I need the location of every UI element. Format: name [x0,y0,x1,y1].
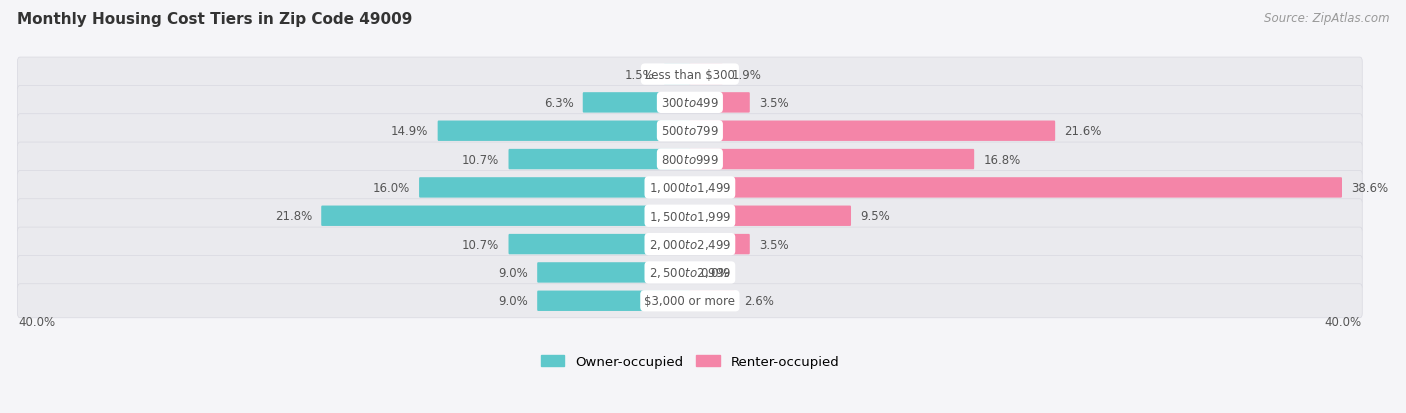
Text: 0.0%: 0.0% [700,266,730,279]
Text: 21.8%: 21.8% [274,210,312,223]
Legend: Owner-occupied, Renter-occupied: Owner-occupied, Renter-occupied [540,355,839,368]
Text: 21.6%: 21.6% [1064,125,1102,138]
FancyBboxPatch shape [689,150,974,170]
Text: $1,000 to $1,499: $1,000 to $1,499 [648,181,731,195]
Text: 9.0%: 9.0% [498,266,527,279]
Text: $300 to $499: $300 to $499 [661,97,718,109]
Text: Less than $300: Less than $300 [645,69,735,81]
Text: 14.9%: 14.9% [391,125,429,138]
Text: 40.0%: 40.0% [18,315,55,328]
FancyBboxPatch shape [689,93,749,113]
FancyBboxPatch shape [689,65,723,85]
Text: 3.5%: 3.5% [759,238,789,251]
FancyBboxPatch shape [509,150,690,170]
Text: 16.0%: 16.0% [373,181,409,195]
Text: 9.0%: 9.0% [498,294,527,308]
FancyBboxPatch shape [537,291,690,311]
FancyBboxPatch shape [17,256,1362,290]
FancyBboxPatch shape [419,178,690,198]
Text: 38.6%: 38.6% [1351,181,1388,195]
FancyBboxPatch shape [689,291,734,311]
FancyBboxPatch shape [17,143,1362,177]
Text: 10.7%: 10.7% [463,153,499,166]
FancyBboxPatch shape [17,199,1362,233]
FancyBboxPatch shape [321,206,690,226]
FancyBboxPatch shape [509,234,690,255]
FancyBboxPatch shape [17,171,1362,205]
Text: $800 to $999: $800 to $999 [661,153,718,166]
FancyBboxPatch shape [537,263,690,283]
Text: 10.7%: 10.7% [463,238,499,251]
Text: Source: ZipAtlas.com: Source: ZipAtlas.com [1264,12,1389,25]
Text: 40.0%: 40.0% [1324,315,1361,328]
FancyBboxPatch shape [689,121,1054,142]
FancyBboxPatch shape [17,86,1362,120]
FancyBboxPatch shape [17,228,1362,261]
Text: $3,000 or more: $3,000 or more [644,294,735,308]
FancyBboxPatch shape [437,121,690,142]
Text: 3.5%: 3.5% [759,97,789,109]
Text: 1.5%: 1.5% [624,69,654,81]
Text: $500 to $799: $500 to $799 [661,125,718,138]
FancyBboxPatch shape [17,58,1362,92]
FancyBboxPatch shape [582,93,690,113]
FancyBboxPatch shape [689,178,1341,198]
FancyBboxPatch shape [689,206,851,226]
FancyBboxPatch shape [17,284,1362,318]
Text: 16.8%: 16.8% [983,153,1021,166]
Text: 2.6%: 2.6% [744,294,773,308]
Text: $2,000 to $2,499: $2,000 to $2,499 [648,237,731,252]
Text: 9.5%: 9.5% [860,210,890,223]
FancyBboxPatch shape [664,65,690,85]
Text: 1.9%: 1.9% [733,69,762,81]
Text: $1,500 to $1,999: $1,500 to $1,999 [648,209,731,223]
Text: Monthly Housing Cost Tiers in Zip Code 49009: Monthly Housing Cost Tiers in Zip Code 4… [17,12,412,27]
Text: $2,500 to $2,999: $2,500 to $2,999 [648,266,731,280]
FancyBboxPatch shape [689,234,749,255]
FancyBboxPatch shape [17,114,1362,148]
Text: 6.3%: 6.3% [544,97,574,109]
